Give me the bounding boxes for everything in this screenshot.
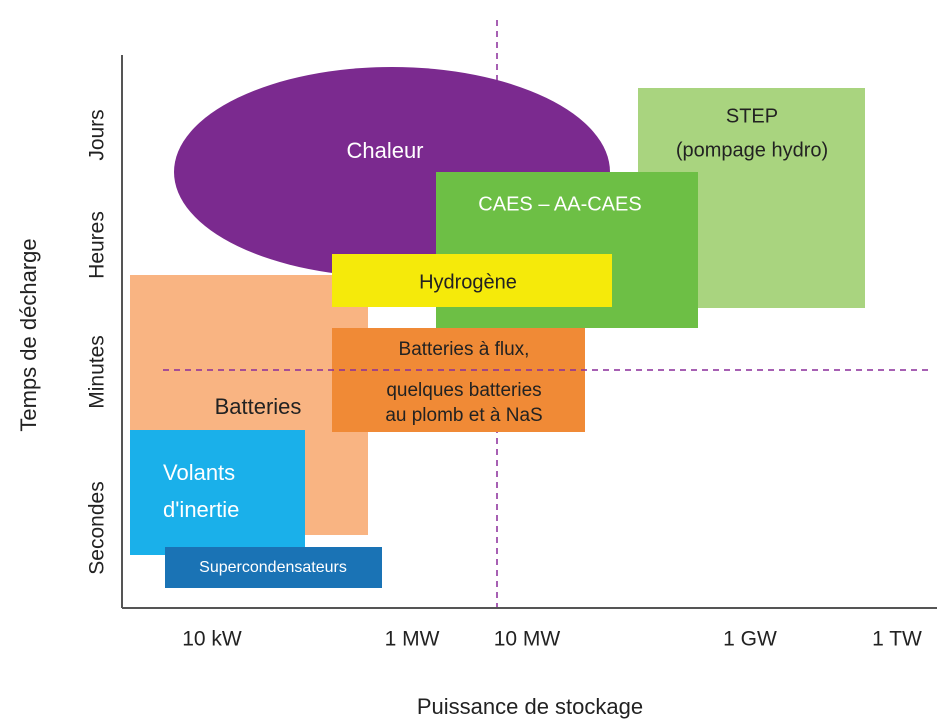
y-tick-label: Secondes <box>86 481 109 574</box>
y-axis-title: Temps de décharge <box>16 238 41 431</box>
x-tick-label: 1 MW <box>385 628 440 651</box>
region-label: Hydrogène <box>419 271 517 293</box>
x-tick-label: 1 GW <box>723 628 777 651</box>
x-tick-label: 10 MW <box>494 628 561 651</box>
region-label: (pompage hydro) <box>676 139 828 161</box>
region-label: Chaleur <box>346 138 423 163</box>
region-label: Batteries à flux, <box>399 339 530 360</box>
region-label: Batteries <box>215 394 302 419</box>
region-volants <box>130 430 305 555</box>
region-label: STEP <box>726 105 778 127</box>
region-flux <box>332 328 585 432</box>
x-tick-label: 1 TW <box>872 628 922 651</box>
region-label: Volants <box>163 460 235 485</box>
region-supercondensateurs <box>165 547 382 588</box>
y-tick-label: Jours <box>86 109 109 160</box>
x-axis-title: Puissance de stockage <box>417 694 643 719</box>
region-label: CAES – AA-CAES <box>478 193 641 215</box>
region-label: d'inertie <box>163 497 239 522</box>
region-label: au plomb et à NaS <box>385 405 542 426</box>
y-tick-label: Heures <box>86 211 109 279</box>
region-label: Supercondensateurs <box>199 559 347 576</box>
x-tick-label: 10 kW <box>182 628 242 651</box>
region-hydrogene <box>332 254 612 307</box>
region-label: quelques batteries <box>386 380 541 401</box>
y-tick-label: Minutes <box>86 335 109 409</box>
